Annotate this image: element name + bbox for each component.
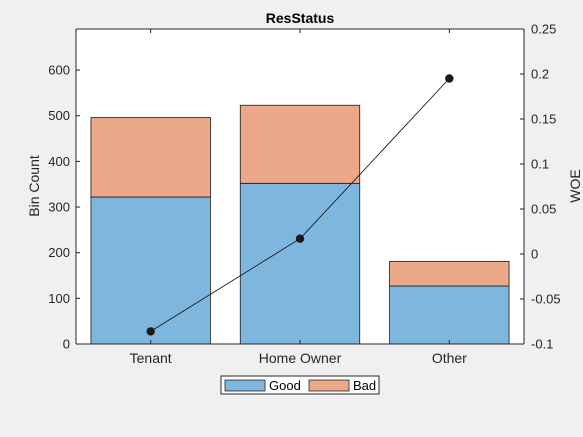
left-tick-label: 300 (48, 200, 70, 215)
woe-point-home-owner (295, 234, 305, 243)
bar-good-home-owner (239, 182, 361, 345)
left-tick-label: 500 (48, 108, 70, 123)
left-tick-label: 400 (48, 154, 70, 169)
x-tick-label: Tenant (130, 350, 172, 366)
legend-swatch-bad (308, 379, 350, 392)
right-tick-label: 0.1 (531, 157, 549, 172)
bar-bad-other (389, 260, 510, 287)
woe-point-tenant (146, 327, 155, 336)
woe-line-layer (146, 74, 454, 336)
left-tick-label: 0 (63, 337, 70, 352)
bar-bad-home-owner (239, 104, 361, 184)
left-axis-ticks: 0 100 200 300 400 500 600 (48, 63, 80, 352)
right-tick-label: 0.2 (531, 67, 549, 82)
left-tick-label: 600 (48, 63, 70, 78)
x-axis-ticks: Tenant Home Owner Other (130, 29, 467, 366)
y-axis-right-label: WOE (567, 169, 583, 202)
x-tick-label: Other (432, 350, 467, 366)
legend-label-bad: Bad (353, 378, 376, 393)
y-axis-label: Bin Count (26, 155, 42, 217)
legend[interactable]: Good Bad (220, 375, 380, 395)
left-tick-label: 100 (48, 291, 70, 306)
woe-point-other (445, 74, 454, 83)
left-tick-label: 200 (48, 245, 70, 260)
right-tick-label: 0 (531, 247, 538, 262)
right-tick-label: 0.15 (531, 112, 556, 127)
bars-layer (90, 104, 510, 345)
chart-title: ResStatus (266, 10, 335, 26)
right-axis-ticks: -0.1 -0.05 0 0.05 0.1 0.15 0.2 0.25 (520, 22, 561, 352)
legend-label-good: Good (269, 378, 301, 393)
bar-good-tenant (90, 196, 211, 345)
right-tick-label: -0.1 (531, 337, 553, 352)
right-tick-label: 0.25 (531, 22, 556, 37)
bar-good-other (389, 285, 510, 345)
right-tick-label: -0.05 (531, 292, 561, 307)
x-tick-label: Home Owner (259, 350, 342, 366)
bar-bad-tenant (90, 117, 211, 198)
right-tick-label: 0.05 (531, 202, 556, 217)
legend-swatch-good (224, 379, 266, 392)
